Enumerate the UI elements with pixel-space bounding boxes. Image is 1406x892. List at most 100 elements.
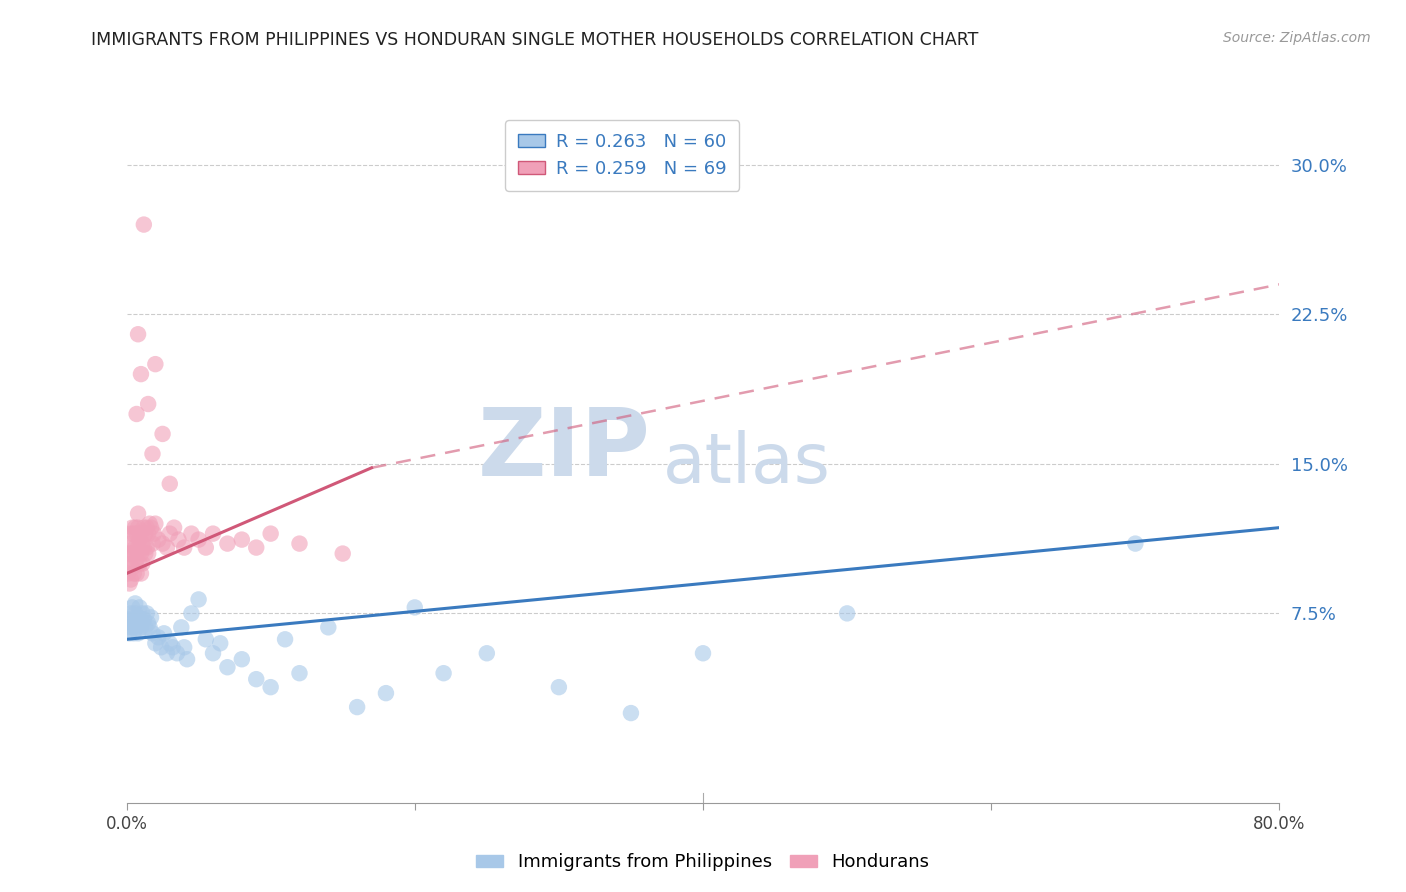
Point xyxy=(138,516,160,531)
Point xyxy=(120,616,142,631)
Point xyxy=(128,612,150,626)
Point xyxy=(134,620,156,634)
Legend: R = 0.263   N = 60, R = 0.259   N = 69: R = 0.263 N = 60, R = 0.259 N = 69 xyxy=(505,120,740,191)
Point xyxy=(139,521,162,535)
Point xyxy=(139,610,162,624)
Point xyxy=(118,557,141,571)
Point xyxy=(433,666,456,681)
Point xyxy=(217,660,239,674)
Point xyxy=(141,536,163,550)
Point xyxy=(209,636,232,650)
Legend: Immigrants from Philippines, Hondurans: Immigrants from Philippines, Hondurans xyxy=(470,847,936,879)
Point xyxy=(173,541,195,555)
Point xyxy=(180,607,202,621)
Point xyxy=(163,521,186,535)
Point xyxy=(135,521,157,535)
Point xyxy=(125,566,148,581)
Text: IMMIGRANTS FROM PHILIPPINES VS HONDURAN SINGLE MOTHER HOUSEHOLDS CORRELATION CHA: IMMIGRANTS FROM PHILIPPINES VS HONDURAN … xyxy=(91,31,979,49)
Point xyxy=(202,526,225,541)
Point xyxy=(167,533,190,547)
Point xyxy=(170,620,193,634)
Point xyxy=(127,626,149,640)
Point xyxy=(131,607,153,621)
Point xyxy=(122,612,145,626)
Point xyxy=(245,541,267,555)
Point xyxy=(150,640,173,655)
Point xyxy=(120,547,142,561)
Point xyxy=(141,626,163,640)
Point xyxy=(159,526,181,541)
Point xyxy=(136,397,159,411)
Point xyxy=(120,573,142,587)
Point xyxy=(118,536,141,550)
Point xyxy=(135,541,157,555)
Point xyxy=(125,407,148,421)
Point xyxy=(121,560,143,574)
Point xyxy=(176,652,198,666)
Text: Source: ZipAtlas.com: Source: ZipAtlas.com xyxy=(1223,31,1371,45)
Point xyxy=(136,616,159,631)
Point xyxy=(274,632,297,647)
Point xyxy=(835,607,858,621)
Point xyxy=(162,640,184,655)
Point xyxy=(124,521,146,535)
Point xyxy=(288,666,311,681)
Point xyxy=(132,521,155,535)
Point xyxy=(231,652,253,666)
Point xyxy=(145,516,166,531)
Point xyxy=(134,547,156,561)
Point xyxy=(118,576,141,591)
Point xyxy=(259,526,281,541)
Point xyxy=(173,640,195,655)
Point xyxy=(152,426,174,441)
Text: atlas: atlas xyxy=(662,430,831,498)
Point xyxy=(125,552,148,566)
Point xyxy=(124,541,146,555)
Point xyxy=(153,626,176,640)
Point xyxy=(129,620,152,634)
Point xyxy=(122,626,145,640)
Point xyxy=(122,566,145,581)
Point xyxy=(117,620,139,634)
Point xyxy=(127,327,149,342)
Point xyxy=(121,600,143,615)
Point xyxy=(132,218,155,232)
Point xyxy=(136,526,159,541)
Point xyxy=(128,600,150,615)
Point xyxy=(202,646,225,660)
Point xyxy=(404,600,426,615)
Point xyxy=(129,616,152,631)
Point xyxy=(125,526,148,541)
Point xyxy=(475,646,498,660)
Point xyxy=(125,616,148,631)
Point xyxy=(117,566,139,581)
Point xyxy=(138,620,160,634)
Point xyxy=(127,521,149,535)
Point xyxy=(124,557,146,571)
Point xyxy=(131,536,153,550)
Point xyxy=(120,607,142,621)
Point xyxy=(129,566,152,581)
Point xyxy=(129,367,152,381)
Point xyxy=(121,521,143,535)
Point xyxy=(124,607,146,621)
Point xyxy=(318,620,340,634)
Point xyxy=(134,526,156,541)
Point xyxy=(159,476,181,491)
Point xyxy=(187,533,209,547)
Point xyxy=(156,541,179,555)
Point xyxy=(142,526,165,541)
Point xyxy=(128,557,150,571)
Point xyxy=(121,620,143,634)
Point xyxy=(259,680,281,694)
Point xyxy=(122,547,145,561)
Point xyxy=(128,533,150,547)
Point xyxy=(187,592,209,607)
Point xyxy=(145,636,166,650)
Point xyxy=(548,680,571,694)
Point xyxy=(180,526,202,541)
Point xyxy=(194,632,217,647)
Point xyxy=(166,646,188,660)
Point xyxy=(120,526,142,541)
Point xyxy=(332,547,354,561)
